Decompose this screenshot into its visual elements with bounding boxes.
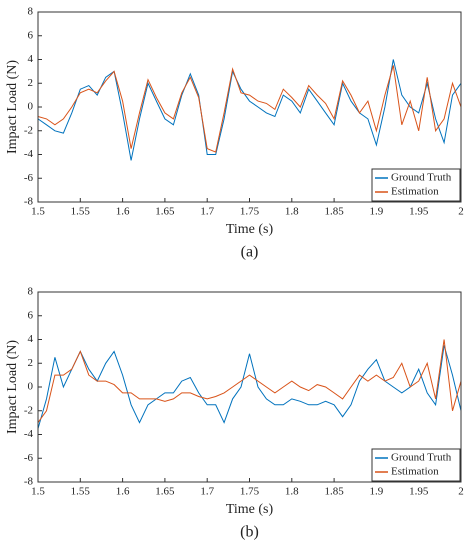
x-tick-label: 1.6 [116,206,130,218]
y-tick-label: -4 [24,428,34,440]
x-tick-label: 1.95 [409,206,429,218]
y-tick-label: -8 [24,196,34,208]
x-tick-label: 1.65 [155,206,175,218]
plot-frame [37,291,462,483]
y-tick-label: 4 [28,53,34,65]
x-tick-label: 1.9 [370,206,384,218]
x-axis-label: Time (s) [226,222,274,237]
legend-label: Ground Truth [391,452,452,464]
x-tick-label: 1.55 [71,486,91,498]
legend-label: Estimation [391,186,439,198]
x-tick-label: 1.95 [409,486,429,498]
x-tick-label: 1.7 [200,486,214,498]
y-tick-label: 0 [28,381,34,393]
y-tick-label: 8 [28,6,34,18]
legend-box [371,168,461,202]
data-line [37,59,462,161]
caption: (b) [240,524,259,541]
x-tick-label: 1.85 [324,486,344,498]
y-tick-label: 6 [28,29,34,41]
x-tick-label: 1.75 [240,206,260,218]
y-tick-label: -2 [24,404,33,416]
data-line [37,65,462,153]
legend-label: Estimation [391,466,439,478]
plot-frame [37,11,462,203]
y-tick-label: 4 [28,333,34,345]
data-line [37,345,462,429]
x-tick-label: 1.75 [240,486,260,498]
x-tick-label: 2 [458,486,464,498]
x-tick-label: 1.6 [116,486,130,498]
y-tick-label: -6 [24,172,34,184]
y-axis-label: Impact Load (N) [5,60,20,154]
y-tick-label: 8 [28,286,34,298]
x-tick-label: 1.5 [31,206,45,218]
x-tick-label: 1.55 [71,206,91,218]
y-axis-label: Impact Load (N) [5,340,20,434]
x-tick-label: 2 [458,206,464,218]
x-tick-label: 1.8 [285,206,299,218]
data-line [37,339,462,423]
x-tick-label: 1.65 [155,486,175,498]
x-tick-label: 1.85 [324,206,344,218]
legend-label: Ground Truth [391,172,452,184]
x-axis-label: Time (s) [226,502,274,517]
x-tick-label: 1.5 [31,486,45,498]
y-tick-label: -8 [24,476,34,488]
x-tick-label: 1.8 [285,486,299,498]
y-tick-label: 6 [28,309,34,321]
y-tick-label: 2 [28,77,34,89]
y-tick-label: -2 [24,124,33,136]
y-tick-label: 0 [28,101,34,113]
legend-box [371,448,461,482]
y-tick-label: -4 [24,148,34,160]
y-tick-label: 2 [28,357,34,369]
x-tick-label: 1.9 [370,486,384,498]
x-tick-label: 1.7 [200,206,214,218]
y-tick-label: -6 [24,452,34,464]
caption: (a) [241,244,259,261]
